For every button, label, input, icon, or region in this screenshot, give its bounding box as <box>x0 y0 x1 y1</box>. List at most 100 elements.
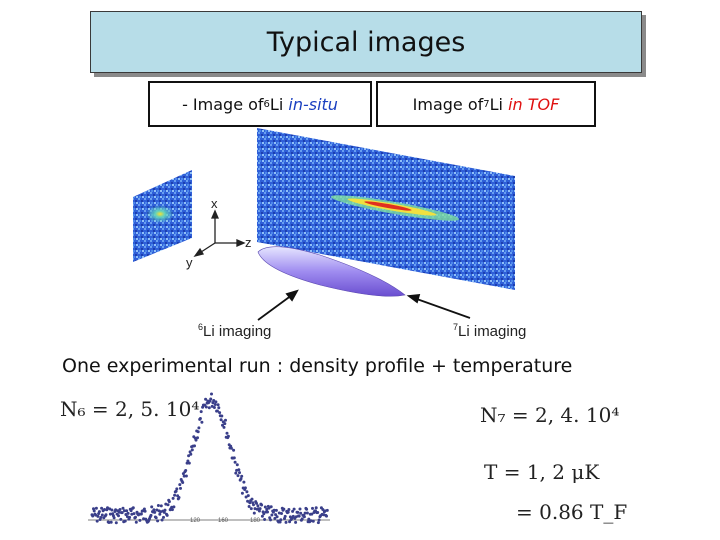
profile-point <box>239 477 243 481</box>
profile-point <box>156 519 160 523</box>
profile-point <box>317 518 321 522</box>
profile-point <box>263 505 267 509</box>
profile-point <box>159 504 163 508</box>
profile-point <box>267 506 271 510</box>
profile-point <box>94 506 98 510</box>
profile-point <box>200 420 204 424</box>
profile-point <box>257 509 261 513</box>
profile-point <box>236 474 240 478</box>
profile-point <box>139 512 143 516</box>
profile-point <box>187 454 191 458</box>
profile-point <box>162 515 165 519</box>
profile-point <box>188 450 192 454</box>
profile-point <box>280 512 283 515</box>
profile-point <box>210 392 213 396</box>
profile-point <box>274 513 278 517</box>
label-right-sup: 7 <box>483 98 490 110</box>
profile-point <box>240 491 244 495</box>
plot-tick-label: 180 <box>250 518 261 524</box>
profile-point <box>232 448 236 452</box>
profile-point <box>150 505 154 509</box>
profile-point <box>223 422 227 426</box>
profile-point <box>131 506 135 510</box>
plot-tick-label: 160 <box>218 518 229 524</box>
profile-point <box>305 507 309 511</box>
profile-point <box>278 520 282 524</box>
profile-point <box>237 468 241 472</box>
profile-point <box>134 515 137 519</box>
profile-point <box>298 507 302 511</box>
profile-point <box>287 508 291 511</box>
equation-fermi-ratio: = 0.86 T_F <box>516 500 628 524</box>
profile-point <box>109 520 113 524</box>
profile-point <box>216 403 220 407</box>
profile-point <box>212 406 216 409</box>
profile-point <box>222 425 226 429</box>
profile-point <box>269 505 273 509</box>
profile-point <box>100 506 104 510</box>
profile-point <box>252 511 256 515</box>
profile-point <box>125 509 129 513</box>
label-left-mode: in-situ <box>288 94 338 114</box>
profile-point <box>219 418 223 422</box>
page-title: Typical images <box>266 26 466 58</box>
profile-point <box>260 514 264 518</box>
profile-point <box>162 510 166 514</box>
profile-point <box>209 397 213 401</box>
profile-point <box>307 517 311 521</box>
profile-point <box>184 474 188 478</box>
profile-point <box>99 516 103 519</box>
profile-point <box>303 511 307 515</box>
profile-point <box>187 461 191 465</box>
profile-point <box>129 509 133 513</box>
profile-point <box>270 513 274 517</box>
profile-point <box>182 474 186 478</box>
profile-point <box>288 520 292 524</box>
profile-point <box>167 500 171 504</box>
profile-point <box>94 513 98 517</box>
profile-point <box>156 504 160 507</box>
profile-point <box>284 520 288 524</box>
profile-point <box>255 501 258 505</box>
profile-point <box>258 507 262 511</box>
profile-point <box>220 414 224 418</box>
profile-point <box>107 521 111 524</box>
profile-point <box>321 508 325 511</box>
profile-point <box>217 406 221 410</box>
profile-point <box>142 517 146 521</box>
label-left-sup: 6 <box>263 98 270 110</box>
profile-point <box>256 504 260 508</box>
profile-point <box>173 493 177 497</box>
profile-point <box>214 400 218 404</box>
profile-point <box>292 507 296 511</box>
profile-point <box>126 511 130 515</box>
profile-point <box>138 518 142 522</box>
insitu-cloud <box>146 205 174 223</box>
profile-point <box>123 519 127 523</box>
profile-point <box>286 510 290 514</box>
profile-point <box>272 508 276 512</box>
profile-point <box>232 456 236 460</box>
profile-point <box>128 515 132 519</box>
profile-point <box>149 513 153 517</box>
profile-point <box>291 509 295 513</box>
profile-point <box>196 436 199 440</box>
profile-point <box>325 514 328 518</box>
profile-point <box>247 505 251 508</box>
profile-point <box>152 508 156 512</box>
profile-point <box>163 508 167 512</box>
label-7li-imaging: 7Li imaging <box>453 322 526 340</box>
profile-point <box>175 487 179 491</box>
profile-point <box>305 511 309 515</box>
profile-point <box>246 499 250 503</box>
profile-point <box>269 518 272 522</box>
profile-point <box>224 418 227 422</box>
profile-point <box>114 521 118 525</box>
profile-point <box>233 460 237 464</box>
profile-point <box>294 520 298 524</box>
profile-point <box>310 512 314 516</box>
profile-point <box>110 508 114 512</box>
profile-point <box>316 511 320 514</box>
profile-point <box>244 495 248 499</box>
profile-point <box>215 409 219 413</box>
